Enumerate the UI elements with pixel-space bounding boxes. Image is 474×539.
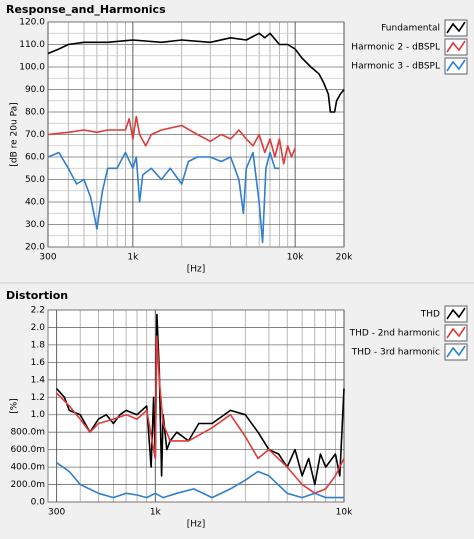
series-line — [47, 151, 280, 244]
y-tick-label: 2.2 — [31, 306, 45, 316]
y-tick-label: 20.0 — [25, 243, 45, 253]
y-tick-label: 600.0m — [10, 445, 45, 455]
y-tick-label: 70.0 — [25, 130, 45, 140]
legend-swatch-line — [446, 40, 466, 53]
legend-label: THD - 3rd harmonic — [351, 348, 440, 358]
y-tick-label: 400.0m — [10, 463, 45, 473]
y-tick-label: 50.0 — [25, 175, 45, 185]
legend-label: Harmonic 2 - dBSPL — [351, 43, 440, 53]
x-tick-label: 300 — [48, 508, 65, 518]
y-axis-label: [dB re 20u Pa] — [10, 102, 20, 166]
y-tick-label: 100.0 — [19, 63, 45, 73]
y-tick-label: 30.0 — [25, 220, 45, 230]
x-tick-label: 300 — [39, 253, 56, 263]
chart-title: Distortion — [6, 289, 68, 302]
series-line — [47, 115, 296, 165]
legend-swatch-line — [446, 345, 466, 358]
plot-area — [47, 309, 345, 503]
series-line — [47, 32, 345, 113]
x-tick-label: 1k — [127, 253, 139, 263]
y-tick-label: 90.0 — [25, 85, 45, 95]
y-tick-label: 60.0 — [25, 153, 45, 163]
legend-swatch-line — [446, 59, 466, 72]
y-tick-label: 2.0 — [31, 323, 46, 333]
x-tick-label: 10k — [287, 253, 304, 263]
y-axis-label: [%] — [10, 398, 20, 414]
legend-swatch-line — [446, 21, 466, 34]
legend-label: THD — [420, 310, 440, 320]
y-tick-label: 1.4 — [31, 375, 46, 385]
y-tick-label: 120.0 — [19, 18, 45, 28]
series-line — [56, 462, 344, 499]
x-tick-label: 20k — [336, 253, 353, 263]
y-tick-label: 40.0 — [25, 198, 45, 208]
x-axis-label: [Hz] — [187, 520, 206, 530]
y-tick-label: 0.0 — [31, 498, 46, 508]
x-tick-label: 10k — [336, 508, 353, 518]
y-tick-label: 1.0 — [31, 410, 46, 420]
legend-label: Fundamental — [381, 24, 440, 34]
legend-swatch-line — [446, 326, 466, 339]
legend-swatch-line — [446, 307, 466, 320]
x-axis-label: [Hz] — [187, 265, 206, 275]
y-tick-label: 1.2 — [31, 393, 45, 403]
y-tick-label: 200.0m — [10, 480, 45, 490]
y-tick-label: 800.0m — [10, 428, 45, 438]
y-tick-label: 80.0 — [25, 108, 45, 118]
y-tick-label: 1.8 — [31, 340, 46, 350]
x-tick-label: 1k — [150, 508, 162, 518]
y-tick-label: 1.6 — [31, 358, 46, 368]
series-line — [56, 335, 345, 495]
legend-label: Harmonic 3 - dBSPL — [351, 62, 440, 72]
chart-title: Response_and_Harmonics — [6, 3, 166, 16]
series-line — [56, 313, 345, 486]
legend-label: THD - 2nd harmonic — [349, 329, 440, 339]
y-tick-label: 110.0 — [19, 40, 45, 50]
